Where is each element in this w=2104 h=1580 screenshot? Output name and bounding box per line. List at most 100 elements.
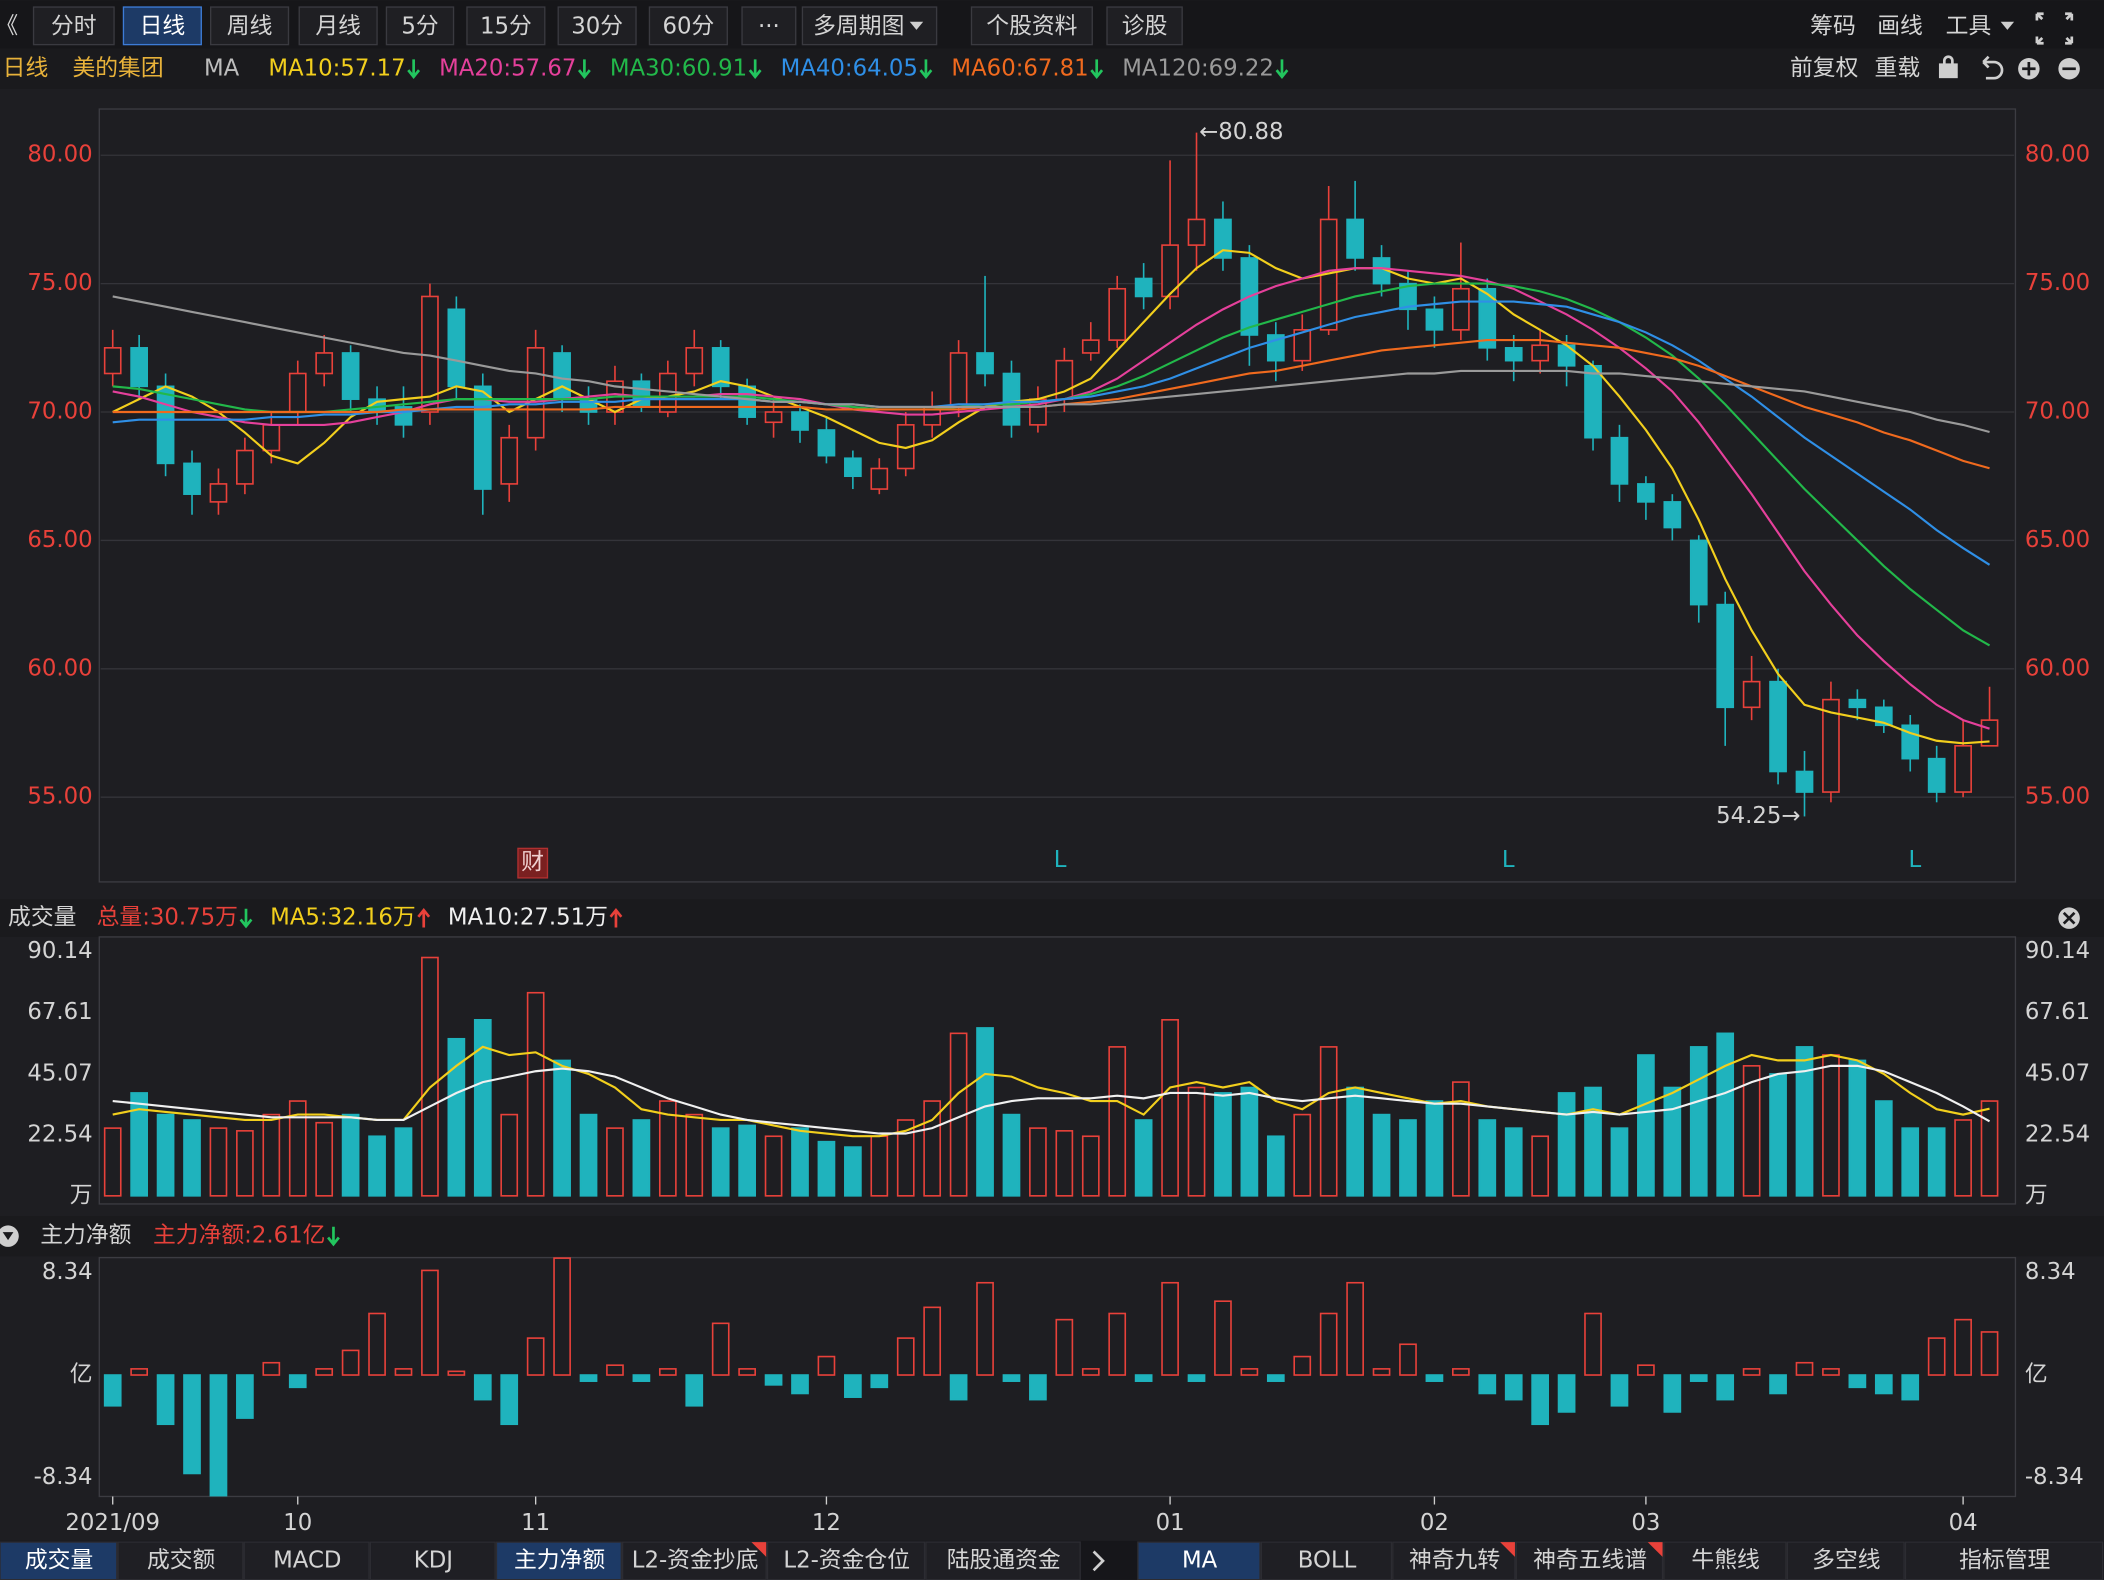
net-bar xyxy=(870,1374,889,1389)
trend-arrow xyxy=(417,907,431,928)
tab-label[interactable]: L2-资金仓位 xyxy=(783,1547,910,1573)
tab-label[interactable]: 成交额 xyxy=(147,1547,216,1573)
tabs-next-icon[interactable] xyxy=(1092,1550,1105,1572)
tab-label[interactable]: MACD xyxy=(273,1547,341,1573)
event-marker[interactable]: L xyxy=(1908,847,1921,873)
volume-bar xyxy=(1240,1086,1259,1197)
tab-label[interactable]: KDJ xyxy=(414,1547,453,1573)
toolbar-button-bg[interactable] xyxy=(209,6,290,46)
toolbar-button[interactable]: 画线 xyxy=(1877,14,1923,40)
tab-label[interactable]: 陆股通资金 xyxy=(947,1547,1061,1573)
volume-bar xyxy=(473,1018,492,1197)
tab-bg[interactable] xyxy=(369,1541,496,1580)
net-bar xyxy=(1081,1368,1100,1376)
toolbar-button-bg[interactable] xyxy=(385,6,455,46)
toolbar-button[interactable]: 多周期图 xyxy=(813,14,904,40)
tab-label[interactable]: 牛熊线 xyxy=(1691,1547,1759,1573)
toolbar-button-bg[interactable] xyxy=(122,6,202,46)
tab-label[interactable]: MA xyxy=(1182,1547,1218,1573)
volume-bar xyxy=(1346,1086,1364,1197)
tab-label[interactable]: 成交量 xyxy=(25,1547,93,1573)
undo-icon[interactable] xyxy=(1982,55,2004,80)
net-frame xyxy=(98,1256,2017,1498)
toolbar-button[interactable]: 筹码 xyxy=(1810,14,1856,40)
toolbar-button-bg[interactable] xyxy=(1106,6,1183,46)
volume-bar xyxy=(103,1127,122,1197)
toolbar-button[interactable]: 个股资料 xyxy=(986,14,1077,40)
toolbar-icons xyxy=(0,12,2080,1572)
candle-body xyxy=(1742,680,1761,709)
volume-bar xyxy=(262,1113,281,1197)
tab-label[interactable]: 多空线 xyxy=(1812,1547,1880,1573)
toolbar-button[interactable]: 诊股 xyxy=(1122,14,1168,40)
toolbar-button-bg[interactable] xyxy=(648,6,728,46)
y-tick-label-right: 亿 xyxy=(2025,1362,2048,1388)
volume-bar xyxy=(1769,1073,1787,1197)
net-bar xyxy=(526,1337,545,1376)
tab-bg[interactable] xyxy=(0,1541,118,1580)
tab-label[interactable]: 神奇五线谱 xyxy=(1533,1547,1647,1573)
toolbar-button[interactable]: 15分 xyxy=(480,14,532,40)
net-bar xyxy=(1557,1374,1576,1413)
y-tick-label-right: 67.61 xyxy=(2025,999,2090,1025)
toolbar-button[interactable]: 30分 xyxy=(571,14,623,40)
toolbar-button[interactable]: 日线 xyxy=(140,14,186,40)
adjust-button[interactable]: 前复权 xyxy=(1790,55,1859,81)
tab-bg[interactable] xyxy=(925,1541,1081,1580)
tab-bg[interactable] xyxy=(1663,1541,1787,1580)
toolbar-button-bg[interactable] xyxy=(970,6,1093,46)
tab-label[interactable]: 指标管理 xyxy=(1959,1547,2050,1573)
net-bar xyxy=(1795,1361,1814,1376)
tab-bg[interactable] xyxy=(1515,1541,1664,1580)
finance-marker[interactable]: 财 xyxy=(521,850,544,876)
toolbar-button[interactable]: 工具 xyxy=(1946,14,1992,40)
toolbar-button[interactable]: 月线 xyxy=(315,14,361,40)
toolbar-button[interactable]: 《 xyxy=(0,14,18,40)
tab-label[interactable]: BOLL xyxy=(1298,1547,1357,1573)
toolbar-button-bg[interactable] xyxy=(557,6,637,46)
volume-bar xyxy=(764,1135,783,1197)
toolbar-button[interactable]: 周线 xyxy=(227,14,273,40)
candle-body xyxy=(1425,308,1444,331)
candle-body xyxy=(1399,282,1417,311)
reload-button[interactable]: 重载 xyxy=(1875,55,1921,81)
candle-body xyxy=(447,308,466,388)
y-tick-label-right: -8.34 xyxy=(2025,1464,2084,1490)
net-bar xyxy=(421,1269,439,1376)
toolbar-button-bg[interactable] xyxy=(741,6,797,46)
net-bar xyxy=(183,1374,201,1475)
lock-shackle xyxy=(1942,55,1954,65)
event-marker[interactable]: L xyxy=(1054,847,1067,873)
toolbar-button-bg[interactable] xyxy=(298,6,378,46)
candle-body xyxy=(130,347,149,388)
volume-bar xyxy=(579,1113,598,1197)
legend-entry: MA60:67.81 xyxy=(951,55,1088,81)
toolbar-button-bg[interactable] xyxy=(32,6,115,46)
tab-bg[interactable] xyxy=(1786,1541,1905,1580)
tab-bg[interactable] xyxy=(243,1541,370,1580)
tab-bg[interactable] xyxy=(1904,1541,2104,1580)
lock-icon[interactable] xyxy=(1938,63,1958,79)
event-marker[interactable]: L xyxy=(1502,847,1515,873)
net-label: 主力净额 xyxy=(40,1223,131,1249)
fullscreen-icon[interactable] xyxy=(2035,12,2074,45)
net-bar xyxy=(1425,1374,1444,1382)
volume-bar xyxy=(447,1037,466,1197)
toolbar-button[interactable]: 5分 xyxy=(401,14,438,40)
net-bar xyxy=(315,1368,334,1376)
tab-bg[interactable] xyxy=(117,1541,244,1580)
tab-bg[interactable] xyxy=(621,1541,767,1580)
toolbar-button[interactable]: 分时 xyxy=(51,14,97,40)
tab-bg[interactable] xyxy=(495,1541,622,1580)
net-bar xyxy=(1399,1343,1417,1376)
toolbar-button[interactable]: 60分 xyxy=(662,14,714,40)
toolbar-button-bg[interactable] xyxy=(466,6,546,46)
toolbar-button[interactable]: ··· xyxy=(758,14,780,40)
volume-bar xyxy=(896,1119,915,1197)
tab-label[interactable]: 主力净额 xyxy=(514,1547,605,1573)
tab-bg[interactable] xyxy=(1137,1541,1261,1580)
volume-header-bg xyxy=(0,899,2104,937)
volume-bar xyxy=(368,1135,386,1197)
tab-label[interactable]: L2-资金抄底 xyxy=(632,1547,759,1573)
tab-label[interactable]: 神奇九转 xyxy=(1409,1547,1500,1573)
